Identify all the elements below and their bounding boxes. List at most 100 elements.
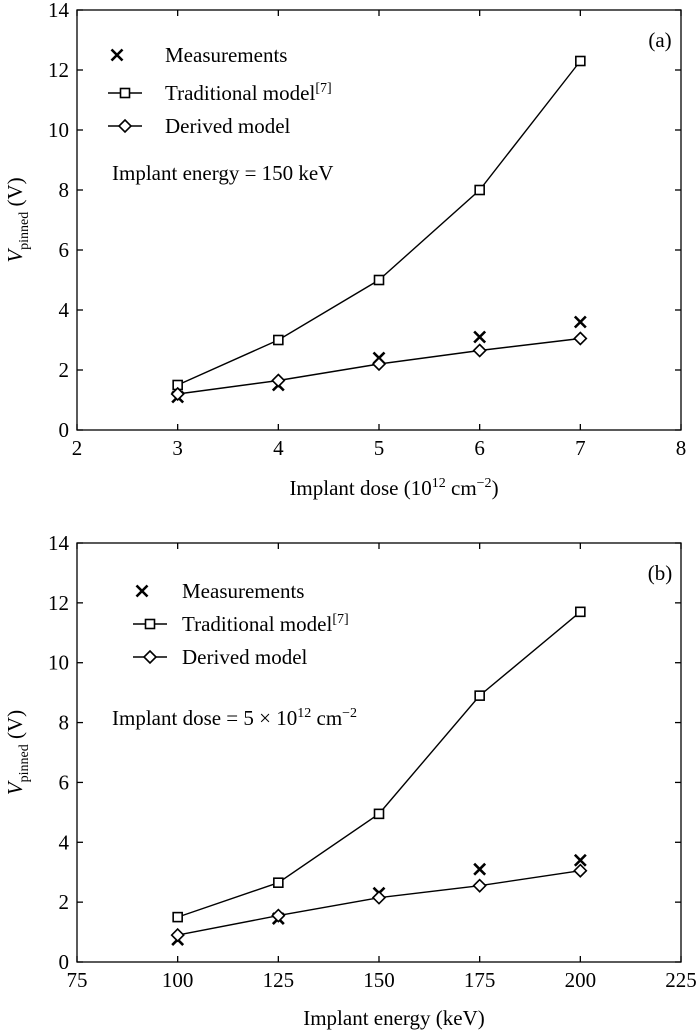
- x-axis-title-main: Implant energy (keV): [303, 1006, 485, 1030]
- legend-label-name: Traditional model: [182, 612, 332, 636]
- legend-marker: [135, 584, 149, 598]
- data-point: [474, 184, 485, 196]
- annotation-text: Implant dose = 5 × 10: [112, 706, 297, 730]
- series-line: [177, 60, 581, 386]
- y-axis-title-end: (V): [3, 710, 27, 744]
- legend-marker: [117, 118, 133, 134]
- x-tick-label: 6: [474, 436, 485, 460]
- y-tick-label: 0: [59, 418, 70, 442]
- x-tick-label: 100: [162, 968, 194, 992]
- legend-label-sup: [7]: [332, 612, 348, 627]
- y-tick-label: 14: [48, 0, 70, 22]
- y-axis-title: Vpinned (V): [3, 710, 32, 795]
- legend-label-name: Derived model: [182, 645, 308, 669]
- data-point: [573, 863, 588, 878]
- x-tick-label: 5: [374, 436, 385, 460]
- x-tick-label: 225: [665, 968, 697, 992]
- y-tick-label: 10: [48, 118, 69, 142]
- y-tick-label: 4: [59, 830, 70, 854]
- series-derived-model: [170, 331, 588, 402]
- data-point: [271, 908, 286, 923]
- series-derived-model: [170, 863, 588, 943]
- data-point: [472, 878, 487, 893]
- legend-label-name: Measurements: [182, 579, 304, 603]
- data-point: [273, 334, 284, 346]
- x-tick-label: 7: [575, 436, 586, 460]
- data-point: [573, 853, 587, 867]
- panel-label: (a): [648, 28, 671, 52]
- y-tick-label: 12: [48, 591, 69, 615]
- y-axis-title-sub: pinned: [17, 744, 32, 782]
- legend-marker: [142, 649, 158, 665]
- legend-label-name: Measurements: [165, 43, 287, 67]
- data-point: [371, 356, 387, 372]
- legend-label: Derived model: [165, 114, 291, 138]
- legend-label: Measurements: [182, 579, 304, 603]
- legend-label-sup: [7]: [315, 81, 331, 96]
- data-point: [474, 690, 485, 701]
- x-axis-title-unit: cm: [446, 476, 477, 500]
- x-tick-label: 175: [464, 968, 496, 992]
- data-point: [575, 55, 586, 67]
- data-point: [273, 877, 284, 888]
- legend-label: Measurements: [165, 43, 287, 67]
- panel-label: (b): [648, 561, 673, 585]
- data-point: [575, 606, 586, 618]
- x-axis-title: Implant energy (keV): [303, 1006, 485, 1030]
- x-axis-title-sup: −2: [477, 476, 492, 491]
- y-tick-label: 14: [48, 531, 70, 555]
- x-tick-label: 3: [172, 436, 183, 460]
- y-tick-label: 10: [48, 651, 69, 675]
- y-tick-label: 8: [59, 711, 70, 735]
- y-tick-label: 2: [59, 890, 70, 914]
- legend-marker: [144, 618, 156, 630]
- x-axis-title-main: Implant dose (10: [289, 476, 431, 500]
- panel-b: 75 100 125 150 175 200 225 0 2 4 6 8 10 12 14 Implant e…: [3, 531, 697, 1030]
- annotation-sup: 12: [297, 706, 311, 721]
- y-axis-title-main: V: [3, 248, 27, 263]
- annotation-text: Implant energy = 150 keV: [112, 161, 333, 185]
- data-point: [573, 315, 587, 329]
- data-point: [373, 808, 385, 820]
- data-point: [371, 890, 387, 905]
- y-axis-title-end: (V): [3, 177, 27, 211]
- legend-label: Derived model: [182, 645, 308, 669]
- legend-marker: [119, 87, 131, 99]
- y-tick-label: 6: [59, 238, 70, 262]
- x-tick-label: 150: [363, 968, 395, 992]
- y-tick-label: 8: [59, 178, 70, 202]
- x-tick-label: 75: [67, 968, 88, 992]
- y-axis-title: Vpinned (V): [3, 177, 32, 262]
- annotation-unit: cm: [311, 706, 342, 730]
- legend-label-name: Traditional model: [165, 81, 315, 105]
- y-tick-label: 12: [48, 58, 69, 82]
- data-point: [170, 927, 185, 943]
- condition-annotation: Implant energy = 150 keV: [112, 161, 333, 185]
- y-axis-title-main: V: [3, 780, 27, 795]
- condition-annotation: Implant dose = 5 × 1012 cm−2: [112, 706, 357, 730]
- y-tick-label: 6: [59, 770, 70, 794]
- legend-marker: [110, 48, 124, 62]
- legend: Measurements Traditional model[7] Derived …: [108, 43, 332, 138]
- x-axis-title: Implant dose (1012 cm−2): [289, 476, 498, 500]
- data-point: [473, 862, 487, 876]
- x-tick-label: 2: [72, 436, 83, 460]
- legend: Measurements Traditional model[7] Derived …: [133, 579, 349, 669]
- data-point: [472, 343, 487, 358]
- legend-label: Traditional model[7]: [182, 612, 349, 636]
- y-tick-label: 2: [59, 358, 70, 382]
- data-point: [170, 386, 185, 402]
- x-axis-title-end: ): [492, 476, 499, 500]
- x-tick-label: 200: [565, 968, 597, 992]
- y-tick-label: 0: [59, 950, 70, 974]
- data-point: [573, 331, 588, 346]
- legend-label-name: Derived model: [165, 114, 291, 138]
- x-axis-title-sup: 12: [432, 476, 446, 491]
- data-point: [271, 373, 286, 388]
- y-tick-label: 4: [59, 298, 70, 322]
- x-tick-label: 8: [676, 436, 687, 460]
- series-traditional-model: [172, 55, 586, 391]
- annotation-sup: −2: [342, 706, 357, 721]
